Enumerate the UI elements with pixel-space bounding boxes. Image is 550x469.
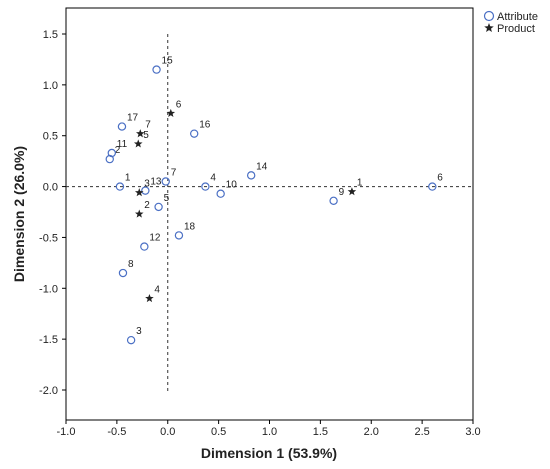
y-tick-label: 1.5 [43, 29, 58, 41]
y-axis-ticks: 1.5 1.0 0.5 0.0 -0.5 -1.0 -1.5 -2.0 [39, 29, 66, 397]
product-point [347, 187, 357, 196]
legend-label: Product [497, 23, 535, 35]
reference-lines [66, 34, 473, 392]
product-point-label: 6 [176, 99, 182, 110]
product-point [166, 108, 176, 117]
attribute-point [216, 189, 225, 198]
y-tick-label: -0.5 [39, 232, 58, 244]
attribute-point [141, 186, 150, 195]
attribute-point-label: 17 [127, 113, 139, 124]
attribute-point [329, 196, 338, 206]
x-tick-label: -1.0 [57, 426, 76, 438]
x-tick-label: 3.0 [465, 426, 480, 438]
product-point-label: 2 [144, 200, 150, 211]
attribute-point-label: 3 [136, 326, 142, 337]
attribute-point-label: 11 [117, 139, 128, 150]
attribute-point-label: 5 [164, 193, 170, 204]
product-point-label: 1 [357, 178, 363, 189]
attribute-point [115, 182, 125, 191]
attribute-point-label: 8 [128, 259, 134, 270]
attribute-point [126, 335, 136, 345]
attribute-point-label: 1 [125, 173, 131, 184]
attribute-point-label: 6 [437, 173, 443, 184]
x-tick-label: 1.0 [262, 426, 277, 438]
attribute-point-label: 18 [184, 221, 196, 232]
x-tick-label: 1.5 [313, 426, 328, 438]
attribute-point-label: 13 [150, 177, 162, 188]
y-tick-label: 1.0 [43, 80, 58, 92]
attribute-point-label: 15 [162, 56, 174, 67]
x-tick-label: -0.5 [107, 426, 126, 438]
product-point [134, 209, 144, 218]
attribute-point-label: 14 [256, 161, 268, 172]
x-tick-label: 2.5 [414, 426, 429, 438]
x-tick-label: 2.0 [364, 426, 379, 438]
attribute-point-label: 4 [210, 173, 216, 184]
x-tick-label: 0.5 [211, 426, 226, 438]
product-point [145, 293, 154, 303]
legend-product-marker [484, 23, 494, 33]
attribute-point-label: 7 [171, 167, 177, 178]
attribute-point [174, 231, 184, 240]
x-axis-ticks: -1.0 -0.5 0.0 0.5 1.0 1.5 2.0 2.5 3.0 [57, 420, 481, 438]
attribute-point-label: 12 [149, 233, 161, 244]
attribute-point [107, 148, 116, 158]
legend-label: Attribute [497, 11, 538, 23]
attribute-point [152, 65, 161, 74]
attribute-point [201, 182, 210, 191]
attribute-point [246, 171, 256, 180]
product-point-label: 5 [143, 130, 149, 141]
attribute-point [118, 268, 128, 278]
x-axis-title: Dimension 1 (53.9%) [201, 445, 337, 461]
attribute-point-label: 9 [339, 187, 345, 198]
attribute-point [161, 177, 170, 186]
y-tick-label: 0.0 [43, 182, 58, 194]
product-point-label: 3 [144, 179, 150, 190]
attribute-point [140, 242, 149, 251]
attribute-point-label: 2 [115, 145, 121, 156]
y-tick-label: -1.0 [39, 283, 58, 295]
attribute-point-label: 16 [199, 120, 211, 131]
attribute-point [190, 129, 199, 138]
product-point-label: 4 [154, 284, 160, 295]
attribute-point-label: 10 [226, 180, 238, 191]
y-tick-label: -1.5 [39, 334, 58, 346]
attribute-point [117, 122, 127, 131]
attribute-point [428, 182, 437, 191]
x-tick-label: 0.0 [160, 426, 175, 438]
product-point-label: 7 [145, 120, 151, 131]
product-point [133, 139, 143, 148]
legend-attribute-marker [483, 10, 495, 22]
y-tick-label: 0.5 [43, 131, 58, 143]
product-point [134, 188, 144, 197]
plot-area-frame [65, 7, 474, 421]
product-point [136, 129, 145, 138]
attribute-point [154, 202, 163, 212]
y-tick-label: -2.0 [39, 385, 58, 397]
y-axis-title: Dimension 2 (26.0%) [11, 146, 27, 282]
